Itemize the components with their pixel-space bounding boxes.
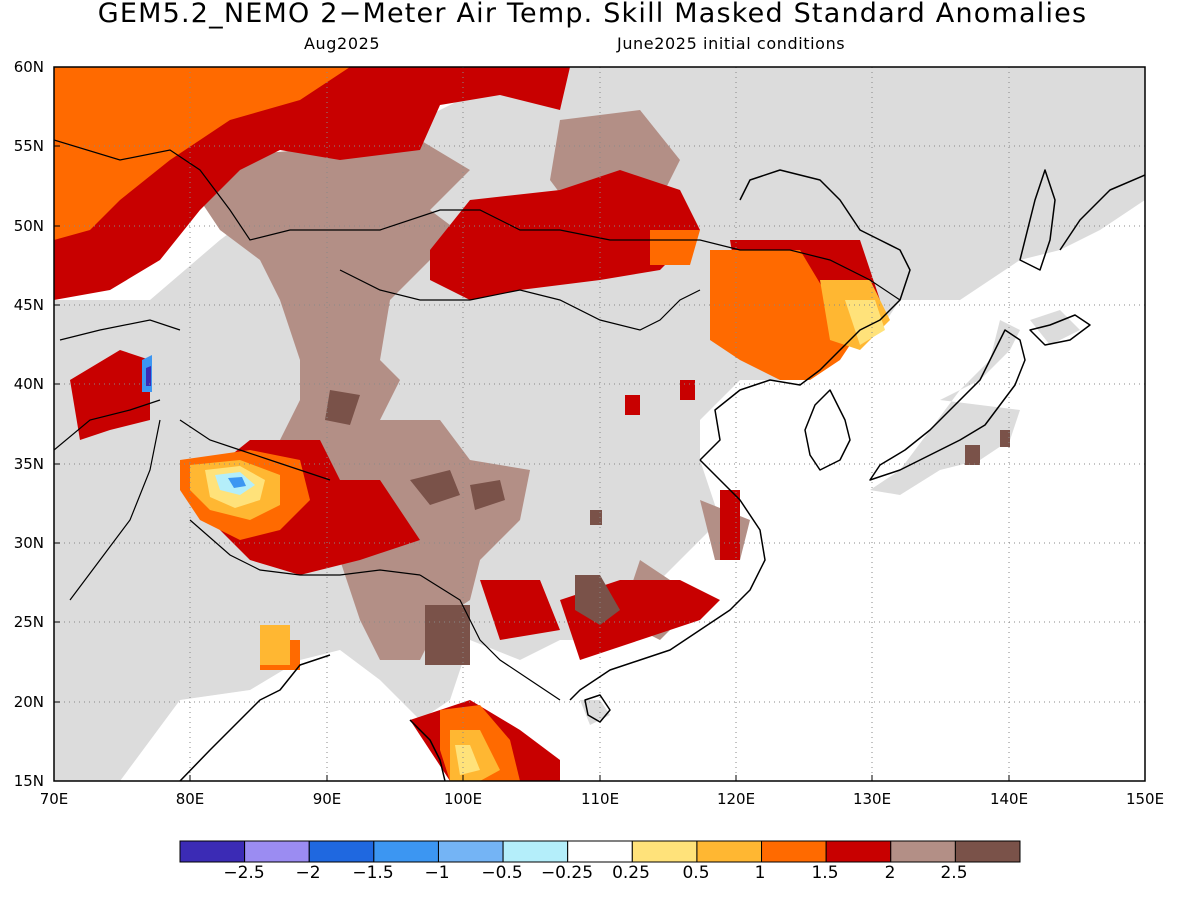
lon-label: 90E: [312, 790, 342, 808]
colorbar-swatch: [567, 840, 633, 863]
tick-marks: [54, 66, 1010, 782]
lon-label: 150E: [1125, 790, 1165, 808]
lon-label: 70E: [39, 790, 69, 808]
coastlines: [179, 169, 1145, 781]
colorbar-swatch: [502, 840, 569, 863]
colorbar-label: 0.5: [682, 863, 710, 883]
anomaly-above-2.5: [325, 390, 1010, 665]
colorbar-swatch: [179, 840, 246, 863]
lat-label: 55N: [13, 137, 44, 155]
borders: [54, 139, 901, 701]
lon-label: 110E: [580, 790, 620, 808]
colorbar-swatch: [890, 840, 956, 863]
lon-label: 80E: [175, 790, 205, 808]
valid-month: Aug2025: [304, 34, 381, 53]
colorbar-swatch: [631, 840, 698, 863]
colorbar-label: 2: [884, 863, 896, 883]
lon-label: 130E: [852, 790, 892, 808]
lat-label: 20N: [13, 693, 44, 711]
colorbar-label: −2: [295, 863, 321, 883]
colorbar-swatch: [373, 840, 439, 863]
lon-label: 140E: [989, 790, 1029, 808]
lat-label: 15N: [13, 772, 44, 790]
lat-label: 45N: [13, 296, 44, 314]
lat-label: 50N: [13, 217, 44, 235]
lat-label: 40N: [13, 375, 44, 393]
colorbar-label: 1.5: [811, 863, 839, 883]
lat-label: 35N: [13, 455, 44, 473]
lat-label: 60N: [13, 58, 44, 76]
lat-label: 30N: [13, 534, 44, 552]
colorbar-label: 0.25: [612, 863, 650, 883]
colorbar-swatch: [696, 840, 763, 863]
colorbar-swatch: [761, 840, 827, 863]
colorbar-label: −1: [424, 863, 450, 883]
colorbar-swatch: [308, 840, 375, 863]
colorbar-swatch: [825, 840, 892, 863]
colorbar-label: −2.5: [223, 863, 265, 883]
colorbar-swatch: [437, 840, 504, 863]
map-title: GEM5.2_NEMO 2−Meter Air Temp. Skill Mask…: [97, 0, 1088, 29]
colorbar: [179, 840, 1021, 863]
lon-label: 100E: [443, 790, 483, 808]
colorbar-label: 2.5: [940, 863, 968, 883]
lon-label: 120E: [716, 790, 756, 808]
initial-conditions: June2025 initial conditions: [617, 34, 846, 53]
gridlines: [54, 67, 1145, 781]
colorbar-swatch: [244, 840, 310, 863]
colorbar-label: −0.5: [481, 863, 523, 883]
colorbar-label: 1: [754, 863, 766, 883]
lat-label: 25N: [13, 613, 44, 631]
colorbar-swatch: [954, 840, 1021, 863]
colorbar-label: −1.5: [352, 863, 394, 883]
colorbar-label: −0.25: [540, 863, 594, 883]
